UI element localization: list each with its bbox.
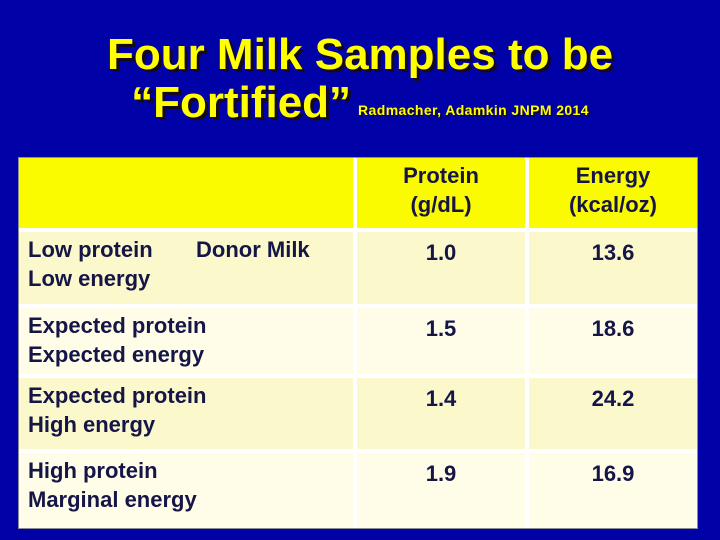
table-row-label: High protein Marginal energy xyxy=(19,453,353,528)
row-label-line-1: Low protein Donor Milk xyxy=(28,235,349,264)
row-label-line-2: Expected energy xyxy=(28,342,205,367)
milk-samples-table: Protein (g/dL) Energy (kcal/oz) Low prot… xyxy=(18,157,698,529)
header-energy-label: Energy xyxy=(575,163,651,188)
table-cell-protein: 1.9 xyxy=(357,453,525,528)
row-label-line-2: Low energy xyxy=(28,266,151,291)
header-cell-empty xyxy=(19,158,353,228)
table-cell-energy: 24.2 xyxy=(529,378,697,449)
citation-text: Radmacher, Adamkin JNPM 2014 xyxy=(358,102,589,118)
row-label-line-1: Expected protein xyxy=(28,383,207,408)
title-line-2-text: “Fortified” xyxy=(131,78,352,127)
table-cell-protein: 1.5 xyxy=(357,308,525,374)
table-cell-energy: 18.6 xyxy=(529,308,697,374)
table-cell-protein: 1.0 xyxy=(357,232,525,304)
row-label-line-1: Expected protein xyxy=(28,313,207,338)
header-energy-unit: (kcal/oz) xyxy=(568,192,658,217)
header-cell-protein: Protein (g/dL) xyxy=(357,158,525,228)
table-cell-protein: 1.4 xyxy=(357,378,525,449)
table-row-label: Expected protein Expected energy xyxy=(19,308,353,374)
table-cell-energy: 16.9 xyxy=(529,453,697,528)
header-cell-energy: Energy (kcal/oz) xyxy=(529,158,697,228)
table-row-label: Low protein Donor Milk Low energy xyxy=(19,232,353,304)
table-cell-energy: 13.6 xyxy=(529,232,697,304)
row-label-line-2: Marginal energy xyxy=(28,487,197,512)
table-row-label: Expected protein High energy xyxy=(19,378,353,449)
row-label-line-1: High protein xyxy=(28,458,158,483)
row-label-note: Donor Milk xyxy=(196,237,310,262)
title-line-2: “Fortified” Radmacher, Adamkin JNPM 2014 xyxy=(0,79,720,127)
header-protein-unit: (g/dL) xyxy=(410,192,472,217)
slide-title: Four Milk Samples to be “Fortified” Radma… xyxy=(0,31,720,127)
row-label-line-2: High energy xyxy=(28,412,156,437)
title-line-1: Four Milk Samples to be xyxy=(106,30,614,79)
header-protein-label: Protein xyxy=(403,163,479,188)
row-label-text: Low protein xyxy=(28,237,153,262)
